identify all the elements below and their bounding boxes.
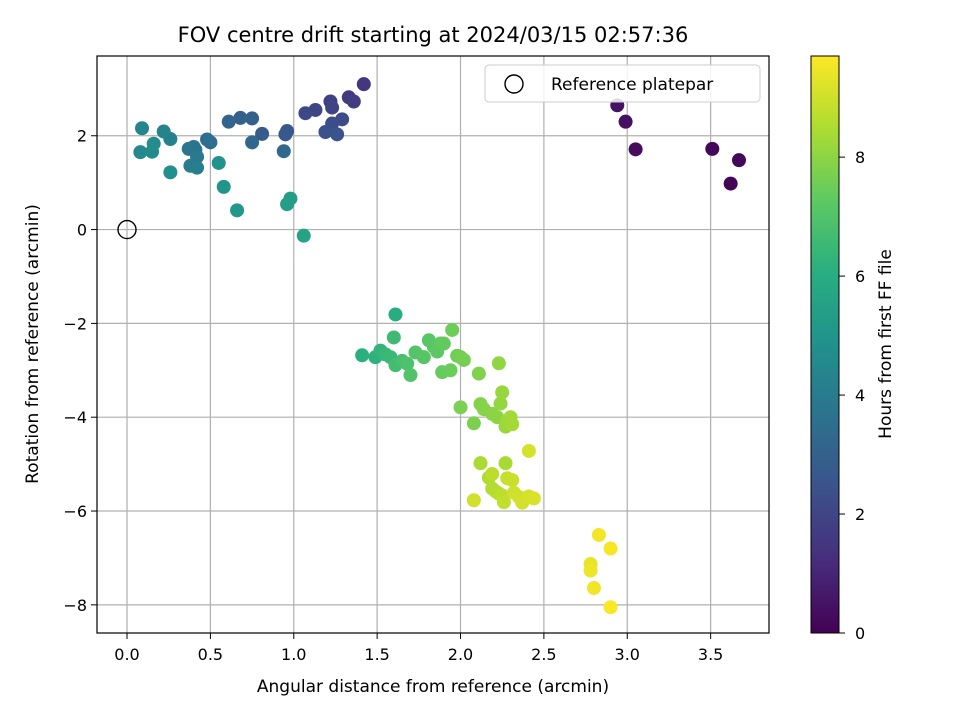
data-point <box>591 527 606 542</box>
colorbar-tick-label: 8 <box>855 148 865 167</box>
x-tick-label: 0.5 <box>198 645 223 664</box>
data-points <box>117 77 746 615</box>
data-point <box>325 100 340 115</box>
data-point <box>586 580 601 595</box>
data-point <box>521 443 536 458</box>
x-tick-label: 3.5 <box>698 645 723 664</box>
x-tick-label: 3.0 <box>615 645 640 664</box>
legend: Reference platepar <box>484 64 761 103</box>
x-axis-ticks: 0.0 0.5 1.0 1.5 2.0 2.5 3.0 3.5 <box>114 633 723 664</box>
data-point <box>443 363 458 378</box>
data-point <box>280 197 295 212</box>
data-point <box>493 396 508 411</box>
colorbar-tick-label: 2 <box>855 505 865 524</box>
colorbar-label: Hours from first FF file <box>876 249 896 439</box>
data-point <box>445 322 460 337</box>
data-point <box>456 352 471 367</box>
data-point <box>133 145 148 160</box>
colorbar-gradient <box>810 55 840 634</box>
y-tick-label: −4 <box>63 408 87 427</box>
legend-box <box>484 64 761 103</box>
data-point <box>221 114 236 129</box>
y-axis-ticks: −8 −6 −4 −2 0 2 <box>63 127 97 615</box>
data-point <box>471 366 486 381</box>
y-tick-label: 0 <box>77 221 87 240</box>
grid-lines <box>97 56 769 633</box>
data-point <box>245 111 260 126</box>
data-point <box>330 127 345 142</box>
data-point <box>146 136 161 151</box>
colorbar-tick-label: 0 <box>855 624 865 643</box>
x-tick-label: 0.0 <box>114 645 139 664</box>
y-tick-label: 2 <box>77 127 87 146</box>
x-tick-label: 1.0 <box>281 645 306 664</box>
data-point <box>496 495 511 510</box>
y-axis-label: Rotation from reference (arcmin) <box>23 204 43 484</box>
data-point <box>255 126 270 141</box>
data-point <box>603 600 618 615</box>
data-point <box>453 400 468 415</box>
plot-frame <box>96 55 770 634</box>
x-tick-label: 2.0 <box>448 645 473 664</box>
data-point <box>230 203 245 218</box>
data-point <box>491 356 506 371</box>
data-point <box>583 563 598 578</box>
y-tick-label: −8 <box>63 596 87 615</box>
data-point <box>296 228 311 243</box>
data-point <box>276 144 291 159</box>
colorbar: 0 2 4 6 8 Hours from first FF file <box>810 55 896 643</box>
data-point <box>211 155 226 170</box>
data-point <box>386 330 401 345</box>
reference-point-marker <box>117 219 137 240</box>
data-point <box>200 132 215 147</box>
data-point <box>485 466 500 481</box>
x-axis-label: Angular distance from reference (arcmin) <box>257 677 609 697</box>
y-tick-label: −6 <box>63 502 87 521</box>
data-point <box>505 473 520 488</box>
colorbar-ticks: 0 2 4 6 8 <box>839 148 865 643</box>
data-point <box>618 114 633 129</box>
data-point <box>245 135 260 150</box>
x-tick-label: 2.5 <box>531 645 556 664</box>
chart-title: FOV centre drift starting at 2024/03/15 … <box>178 23 689 47</box>
data-point <box>135 121 150 136</box>
data-point <box>388 307 403 322</box>
data-point <box>298 106 313 121</box>
data-point <box>403 367 418 382</box>
data-point <box>436 336 451 351</box>
data-point <box>473 456 488 471</box>
data-point <box>603 541 618 556</box>
data-point <box>346 94 361 109</box>
data-point <box>526 491 541 506</box>
data-point <box>731 153 746 168</box>
data-point <box>705 141 720 156</box>
data-point <box>278 127 293 142</box>
data-point <box>723 176 738 191</box>
legend-marker-icon <box>504 74 524 94</box>
data-point <box>498 456 513 471</box>
data-point <box>355 348 370 363</box>
x-tick-label: 1.5 <box>364 645 389 664</box>
data-point <box>156 124 171 139</box>
data-point <box>233 110 248 125</box>
legend-label: Reference platepar <box>551 75 713 95</box>
y-tick-label: −2 <box>63 314 87 333</box>
data-point <box>163 165 178 180</box>
data-point <box>505 417 520 432</box>
colorbar-tick-label: 6 <box>855 267 865 286</box>
data-point <box>466 493 481 508</box>
data-point <box>416 350 431 365</box>
data-point <box>190 160 205 175</box>
data-point <box>356 77 371 92</box>
colorbar-tick-label: 4 <box>855 386 865 405</box>
data-point <box>216 179 231 194</box>
data-point <box>466 416 481 431</box>
data-point <box>495 385 510 400</box>
data-point <box>400 356 415 371</box>
data-point <box>628 142 643 157</box>
data-point <box>318 124 333 139</box>
